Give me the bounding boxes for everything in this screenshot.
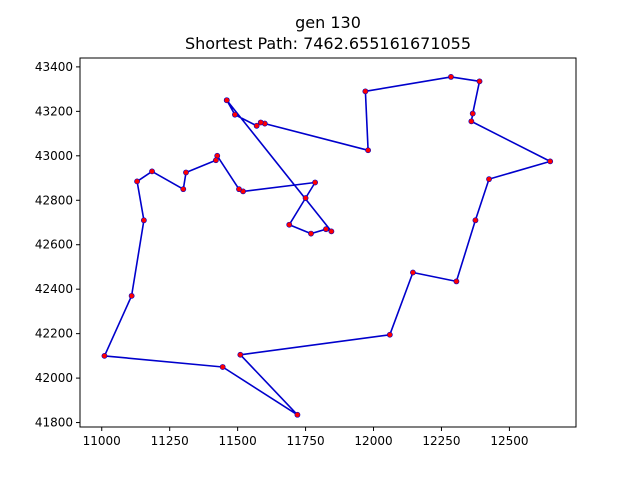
city-point (410, 269, 416, 276)
city-point (294, 411, 301, 418)
city-point (486, 176, 492, 183)
x-tick-label: 12000 (354, 434, 392, 448)
y-tick-label: 42800 (35, 193, 73, 207)
plot-area: 11000 11250 11500 11750 12000 12250 12500 41800… (35, 57, 577, 448)
city-point (236, 186, 242, 193)
city-point (312, 179, 318, 186)
city-point (328, 228, 335, 235)
city-point (386, 331, 393, 338)
city-point (323, 226, 329, 233)
city-point (469, 110, 476, 117)
city-point (180, 186, 187, 193)
y-tick-label: 42000 (35, 371, 73, 385)
y-tick-label: 42200 (35, 327, 73, 341)
city-point (362, 88, 369, 95)
y-tick-label: 42600 (35, 238, 73, 252)
x-tick-label: 11250 (151, 434, 189, 448)
city-point (547, 158, 554, 165)
city-point (253, 122, 260, 129)
city-point (472, 217, 479, 224)
city-point (468, 118, 475, 125)
y-tick-label: 41800 (35, 416, 73, 430)
x-tick-label: 11750 (286, 434, 324, 448)
city-point (212, 157, 219, 164)
chart-title: gen 130 (295, 13, 361, 32)
y-tick-label: 42400 (35, 282, 73, 296)
y-tick-label: 43400 (35, 60, 73, 74)
city-point (128, 292, 135, 299)
city-point (365, 147, 371, 154)
city-point (134, 178, 140, 185)
city-point (219, 364, 226, 370)
city-point (448, 73, 454, 80)
city-point (476, 78, 483, 85)
plot-frame (79, 57, 577, 428)
city-point (286, 221, 293, 228)
city-point (183, 169, 189, 176)
city-point (101, 352, 108, 359)
route-line (103, 76, 552, 416)
city-point (257, 119, 264, 126)
city-point (453, 278, 460, 285)
city-point (308, 230, 314, 237)
y-tick-label: 43200 (35, 104, 73, 118)
x-tick-label: 11500 (219, 434, 257, 448)
x-tick-label: 11000 (83, 434, 121, 448)
city-point (149, 168, 155, 175)
chart-subtitle: Shortest Path: 7462.655161671055 (185, 34, 471, 53)
city-point (237, 351, 244, 358)
city-point (140, 217, 147, 224)
y-tick-label: 43000 (35, 149, 73, 163)
x-tick-label: 12250 (422, 434, 460, 448)
x-tick-label: 12500 (490, 434, 528, 448)
city-point (302, 195, 309, 201)
city-point (232, 111, 238, 118)
city-point (223, 97, 230, 104)
